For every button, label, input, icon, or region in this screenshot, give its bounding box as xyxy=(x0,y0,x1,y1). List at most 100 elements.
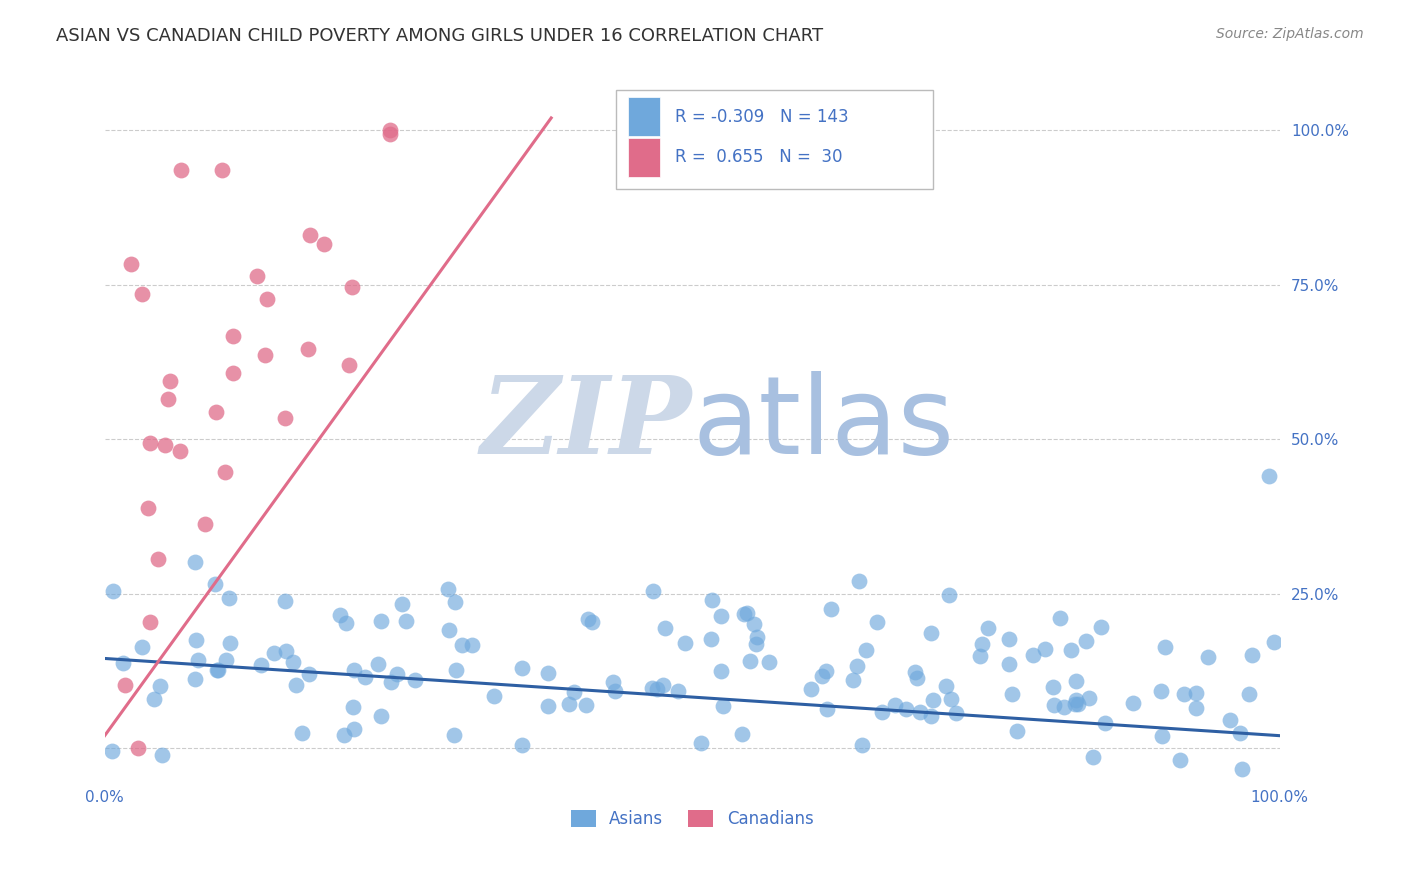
Point xyxy=(976,621,998,635)
Point xyxy=(883,698,905,712)
Point xyxy=(920,709,942,723)
Point xyxy=(222,328,245,343)
Point xyxy=(187,653,209,667)
Point xyxy=(730,726,752,740)
Point xyxy=(274,411,297,425)
Point xyxy=(1257,469,1279,483)
Point xyxy=(437,582,460,596)
Point xyxy=(215,653,238,667)
Point xyxy=(169,444,191,458)
Point xyxy=(945,706,967,721)
Point xyxy=(148,551,170,566)
Point xyxy=(742,617,765,632)
Point xyxy=(1170,753,1192,767)
Point xyxy=(281,655,304,669)
Point xyxy=(1001,687,1024,701)
Point xyxy=(387,666,409,681)
Point xyxy=(904,665,927,679)
Point xyxy=(159,375,181,389)
Point xyxy=(851,739,873,753)
Point xyxy=(184,672,207,686)
Point xyxy=(855,642,877,657)
Point xyxy=(1153,640,1175,654)
Point xyxy=(537,665,560,680)
Point xyxy=(1122,696,1144,710)
Point xyxy=(150,748,173,763)
Point xyxy=(450,638,472,652)
Point xyxy=(654,621,676,635)
Point xyxy=(758,655,780,669)
Point xyxy=(603,684,626,698)
Point xyxy=(558,697,581,711)
Point xyxy=(170,163,193,178)
Point xyxy=(651,678,673,692)
Point xyxy=(1094,715,1116,730)
Point xyxy=(1064,673,1087,688)
Point xyxy=(290,726,312,740)
Point xyxy=(131,287,153,301)
Point xyxy=(194,516,217,531)
Point xyxy=(1152,729,1174,743)
Point xyxy=(576,612,599,626)
Point xyxy=(1042,680,1064,694)
Point xyxy=(370,708,392,723)
Point xyxy=(800,681,823,696)
Point xyxy=(404,673,426,687)
Point xyxy=(273,594,295,608)
Text: atlas: atlas xyxy=(692,371,955,476)
Point xyxy=(740,654,762,668)
Point xyxy=(333,728,356,742)
Point xyxy=(1081,749,1104,764)
Point xyxy=(354,670,377,684)
Point xyxy=(815,701,838,715)
Point xyxy=(998,657,1021,672)
Point xyxy=(908,705,931,719)
Point xyxy=(342,699,364,714)
Point xyxy=(127,741,149,756)
Point xyxy=(575,698,598,712)
Point xyxy=(1185,686,1208,700)
Point xyxy=(312,236,335,251)
Point xyxy=(935,679,957,693)
Point xyxy=(1053,700,1076,714)
Point xyxy=(814,664,837,678)
Point xyxy=(641,681,664,695)
Point xyxy=(941,692,963,706)
Point xyxy=(207,664,229,678)
Point xyxy=(562,684,585,698)
Point xyxy=(1063,697,1085,711)
Point xyxy=(811,668,834,682)
Text: ZIP: ZIP xyxy=(481,371,692,476)
Point xyxy=(1066,697,1088,711)
Point xyxy=(1077,691,1099,706)
Point xyxy=(1090,620,1112,634)
Point xyxy=(1185,700,1208,714)
Point xyxy=(443,728,465,742)
Point xyxy=(246,268,269,283)
Point xyxy=(461,638,484,652)
Point xyxy=(1263,635,1285,649)
Point xyxy=(335,616,357,631)
Text: Source: ZipAtlas.com: Source: ZipAtlas.com xyxy=(1216,27,1364,41)
Point xyxy=(297,342,319,356)
Point xyxy=(1173,687,1195,701)
Point xyxy=(218,591,240,605)
Point xyxy=(735,606,758,620)
Point xyxy=(276,644,298,658)
Point xyxy=(343,723,366,737)
Point xyxy=(1060,642,1083,657)
Point xyxy=(713,698,735,713)
Point xyxy=(1232,762,1254,776)
Point xyxy=(139,615,162,629)
Point xyxy=(700,632,723,647)
Point xyxy=(205,664,228,678)
Point xyxy=(700,592,723,607)
Point xyxy=(1237,687,1260,701)
Point xyxy=(114,678,136,692)
Point xyxy=(263,646,285,660)
Point xyxy=(510,661,533,675)
Point xyxy=(142,691,165,706)
Point xyxy=(1074,634,1097,648)
Point xyxy=(204,577,226,591)
Text: ASIAN VS CANADIAN CHILD POVERTY AMONG GIRLS UNDER 16 CORRELATION CHART: ASIAN VS CANADIAN CHILD POVERTY AMONG GI… xyxy=(56,27,824,45)
